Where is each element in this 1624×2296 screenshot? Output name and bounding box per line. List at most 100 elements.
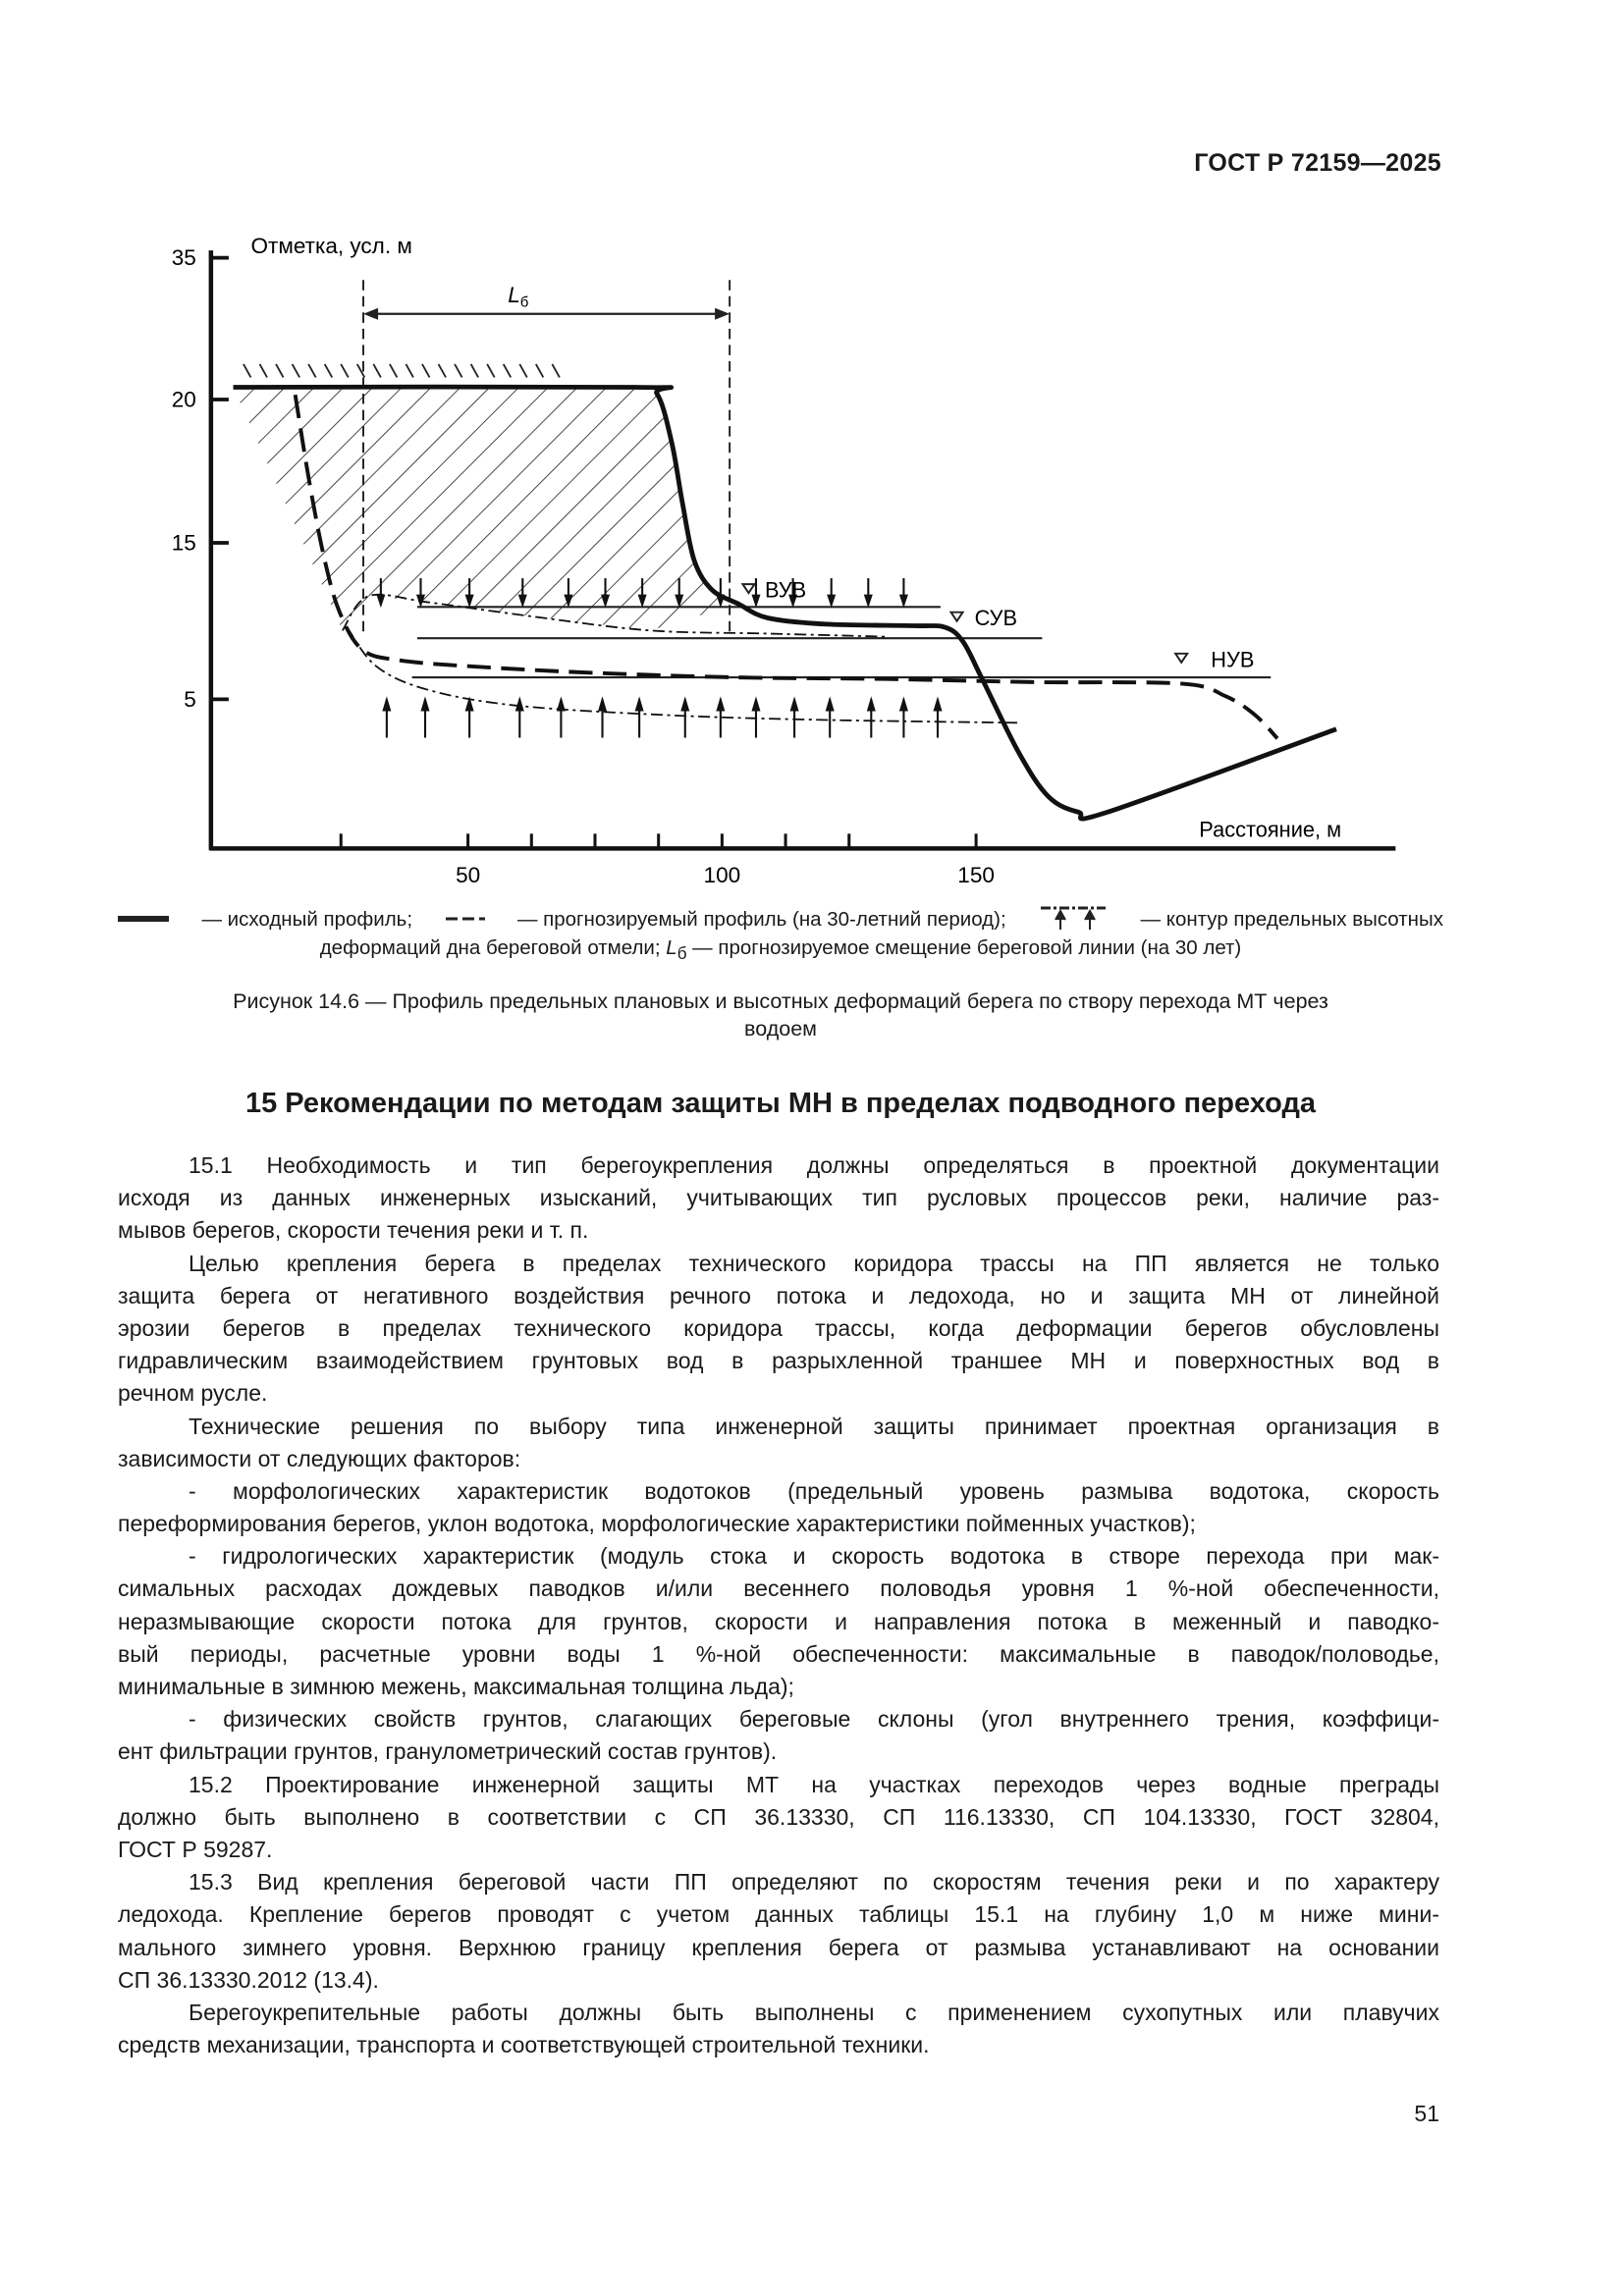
paragraph-line: Технические решения по выбору типа инжен… bbox=[189, 1413, 1439, 1439]
arrow-contour-symbol-icon bbox=[1041, 906, 1107, 930]
paragraph-line: должно быть выполнено в соответствии с С… bbox=[118, 1803, 1439, 1830]
legend-contour-cont: деформаций дна береговой отмели; bbox=[319, 936, 667, 959]
paragraph-line: СП 36.13330.2012 (13.4). bbox=[118, 1966, 379, 1993]
soil-surface-mark bbox=[502, 363, 513, 378]
soil-surface-mark bbox=[421, 363, 431, 378]
soil-surface-mark bbox=[437, 363, 447, 378]
water-level-triangle-icon bbox=[1173, 652, 1190, 665]
soil-surface-mark bbox=[405, 363, 414, 378]
down-arrow-icon bbox=[637, 594, 647, 609]
legend-contour: — контур предельных высотных bbox=[1140, 907, 1443, 931]
shore-deformation-profile-figure: 35 20 15 5 50 100 150 Отметка, усл. м Расстоян… bbox=[172, 234, 1396, 887]
down-arrow-icon bbox=[415, 594, 425, 609]
down-arrow-icon bbox=[898, 594, 908, 609]
paragraph-line: речном русле. bbox=[118, 1380, 268, 1407]
up-arrow-icon bbox=[751, 696, 761, 712]
initial-profile-line bbox=[233, 384, 1337, 822]
dashed-line-symbol-icon bbox=[445, 917, 485, 921]
down-arrow-icon bbox=[788, 594, 798, 609]
down-arrow-icon bbox=[751, 594, 761, 609]
paragraph-line: вый периоды, расчетные уровни воды 1 %-н… bbox=[118, 1640, 1439, 1667]
up-arrow-icon bbox=[514, 696, 524, 712]
caption-line: Рисунок 14.6 — Профиль предельных планов… bbox=[233, 989, 1328, 1013]
solid-line-symbol-icon bbox=[118, 916, 169, 922]
paragraph-line: неразмывающие скорости потока для грунто… bbox=[118, 1608, 1439, 1634]
arrowhead-right-icon bbox=[715, 307, 731, 320]
paragraph-line: ГОСТ Р 59287. bbox=[118, 1836, 273, 1862]
y-tick-label: 5 bbox=[184, 687, 196, 712]
paragraph-line: гидравлическим взаимодействием грунтовых… bbox=[118, 1348, 1439, 1374]
legend-forecast-profile: — прогнозируемый профиль (на 30-летний п… bbox=[516, 907, 1006, 931]
up-arrow-icon bbox=[464, 696, 474, 712]
down-arrow-icon bbox=[464, 594, 474, 609]
down-arrow-icon bbox=[716, 594, 726, 609]
document-code: ГОСТ Р 72159—2025 bbox=[1194, 149, 1441, 177]
caption-line: водоем bbox=[744, 1017, 817, 1041]
figure-caption: Рисунок 14.6 — Профиль предельных планов… bbox=[118, 988, 1443, 1042]
y-tick-label: 15 bbox=[172, 530, 196, 555]
paragraph-line: ент фильтрации грунтов, гранулометрическ… bbox=[118, 1738, 778, 1765]
soil-surface-mark bbox=[356, 363, 366, 378]
water-level-triangle-icon bbox=[948, 611, 965, 623]
paragraph-line: ледохода. Крепление берегов проводят с у… bbox=[118, 1901, 1439, 1928]
paragraph-line: минимальные в зимнюю межень, максимальна… bbox=[118, 1674, 794, 1699]
up-arrow-icon bbox=[825, 696, 835, 712]
down-arrow-icon bbox=[675, 594, 684, 609]
x-tick-label: 50 bbox=[456, 863, 480, 887]
figure-legend: — исходный профиль; — прогнозируемый про… bbox=[118, 903, 1443, 964]
paragraph-line: мывов берегов, скорости течения реки и т… bbox=[118, 1217, 589, 1244]
paragraph-line: мального зимнего уровня. Верхнюю границу… bbox=[118, 1934, 1439, 1960]
section-title: 15 Рекомендации по методам защиты МН в п… bbox=[244, 1088, 1317, 1119]
eroded-zone-hatch bbox=[233, 387, 738, 631]
y-axis-label: Отметка, усл. м bbox=[250, 234, 411, 258]
y-tick-label: 20 bbox=[172, 388, 196, 412]
soil-surface-mark bbox=[469, 363, 479, 378]
down-arrow-icon bbox=[376, 594, 386, 609]
up-arrow-icon bbox=[789, 696, 799, 712]
soil-surface-mark bbox=[372, 363, 382, 378]
paragraph-line: - физических свойств грунтов, слагающих … bbox=[189, 1706, 1439, 1733]
down-arrow-icon bbox=[517, 594, 527, 609]
up-arrow-icon bbox=[933, 696, 943, 712]
forecast-profile-line bbox=[293, 394, 1279, 740]
arrowhead-left-icon bbox=[363, 307, 379, 320]
up-arrow-icon bbox=[680, 696, 690, 712]
up-arrow-icon bbox=[634, 696, 644, 712]
legend-shift-desc: — прогнозируемое смещение береговой лини… bbox=[686, 936, 1242, 959]
soil-surface-mark bbox=[258, 363, 268, 378]
soil-surface-mark bbox=[389, 363, 399, 378]
level-label-mid: СУВ bbox=[975, 606, 1017, 630]
legend-shift-symbol: L bbox=[666, 936, 677, 959]
level-label-low: НУВ bbox=[1211, 647, 1254, 671]
x-axis-label: Расстояние, м bbox=[1199, 817, 1341, 841]
paragraph-line: - гидрологических характеристик (модуль … bbox=[189, 1543, 1439, 1570]
soil-surface-mark bbox=[535, 363, 545, 378]
soil-surface-mark bbox=[486, 363, 496, 378]
up-arrow-icon bbox=[420, 696, 430, 712]
legend-initial-profile: — исходный профиль; bbox=[201, 907, 413, 931]
paragraph-line: Берегоукрепительные работы должны быть в… bbox=[189, 1999, 1439, 2025]
page-number: 51 bbox=[1414, 2101, 1439, 2126]
x-tick-label: 150 bbox=[957, 863, 995, 887]
down-arrow-icon bbox=[601, 594, 611, 609]
soil-surface-mark bbox=[243, 363, 252, 378]
level-label-high: ВУВ bbox=[765, 578, 806, 603]
paragraph-line: зависимости от следующих факторов: bbox=[118, 1445, 521, 1471]
up-arrow-icon bbox=[866, 696, 876, 712]
upper-deformation-contour bbox=[342, 593, 887, 638]
legend-shift-sub: б bbox=[677, 944, 687, 964]
soil-surface-mark bbox=[454, 363, 463, 378]
soil-surface-mark bbox=[518, 363, 528, 378]
paragraph-line: - морфологических характеристик водотоко… bbox=[189, 1477, 1439, 1504]
paragraph-line: симальных расходах дождевых паводков и/и… bbox=[118, 1575, 1439, 1602]
paragraph-line: эрозии берегов в пределах технического к… bbox=[118, 1314, 1439, 1341]
up-arrow-icon bbox=[598, 696, 608, 712]
up-arrow-icon bbox=[556, 696, 566, 712]
x-tick-label: 100 bbox=[704, 863, 741, 887]
paragraph-line: Целью крепления берега в пределах технич… bbox=[189, 1250, 1439, 1276]
shift-label: Lб bbox=[508, 283, 528, 311]
up-arrow-icon bbox=[382, 696, 392, 712]
paragraph-line: исходя из данных инженерных изысканий, у… bbox=[118, 1185, 1439, 1211]
paragraph-line: 15.1 Необходимость и тип берегоукреплени… bbox=[189, 1152, 1439, 1178]
up-arrow-icon bbox=[716, 696, 726, 712]
